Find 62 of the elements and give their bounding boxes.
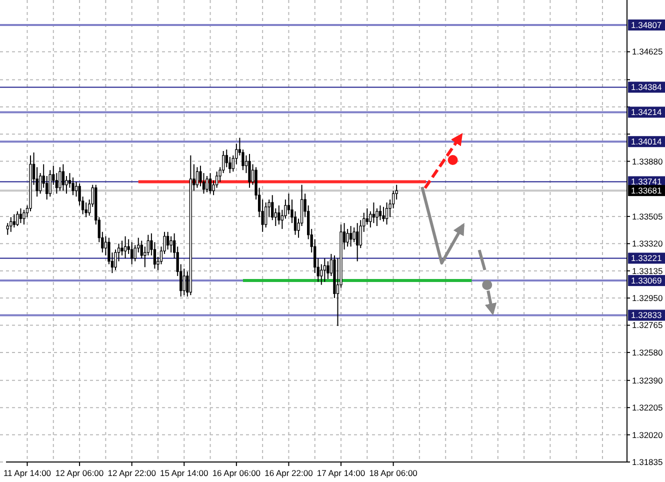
candlestick bbox=[48, 170, 52, 198]
candlestick bbox=[206, 176, 208, 193]
candlestick bbox=[124, 236, 127, 259]
ref-line-label: 1.34384 bbox=[631, 82, 662, 92]
y-tick-label: 1.33880 bbox=[632, 156, 663, 166]
candlestick bbox=[366, 208, 368, 226]
candlestick bbox=[352, 226, 356, 243]
candlestick bbox=[58, 166, 62, 192]
y-tick-label: 1.32390 bbox=[632, 375, 663, 386]
candlestick bbox=[382, 206, 385, 222]
candlestick bbox=[385, 202, 388, 226]
x-tick-label: 17 Apr 14:00 bbox=[316, 468, 366, 478]
x-tick-label: 12 Apr 22:00 bbox=[108, 468, 156, 478]
y-tick-label: 1.32580 bbox=[632, 347, 663, 358]
candlestick bbox=[22, 209, 26, 226]
y-tick-label: 1.33135 bbox=[632, 266, 663, 276]
candlestick bbox=[74, 181, 78, 198]
candlestick bbox=[323, 258, 326, 282]
x-tick-label: 15 Apr 14:00 bbox=[160, 468, 208, 478]
candlestick bbox=[182, 268, 186, 296]
candlestick bbox=[248, 153, 251, 188]
candlestick bbox=[170, 236, 172, 253]
x-tick-label: 11 Apr 14:00 bbox=[3, 468, 52, 478]
ref-line-label: 1.34014 bbox=[631, 136, 662, 147]
candlestick bbox=[130, 242, 134, 265]
ref-line-label: 1.33069 bbox=[631, 276, 662, 286]
candlestick bbox=[166, 231, 170, 250]
ref-line-label: 1.33741 bbox=[631, 176, 662, 187]
ref-line-label: 1.34214 bbox=[631, 107, 662, 118]
candlestick bbox=[378, 204, 382, 221]
candlestick bbox=[208, 172, 212, 194]
x-tick-label: 16 Apr 22:00 bbox=[264, 468, 314, 478]
y-tick-label: 1.34625 bbox=[632, 46, 663, 57]
candlestick bbox=[326, 260, 330, 280]
y-tick-label: 1.33320 bbox=[632, 238, 663, 249]
ref-line-label: 1.33221 bbox=[631, 253, 662, 264]
candlestick bbox=[372, 202, 376, 224]
y-tick-label: 1.33505 bbox=[632, 211, 663, 222]
ref-line-label: 1.33681 bbox=[631, 186, 662, 196]
y-tick-label: 1.31835 bbox=[632, 456, 663, 467]
y-tick-label: 1.32765 bbox=[632, 320, 663, 330]
candlestick bbox=[16, 210, 19, 226]
candlestick bbox=[278, 204, 280, 226]
x-tick-label: 12 Apr 06:00 bbox=[55, 468, 104, 478]
candlestick bbox=[120, 240, 124, 256]
candlestick bbox=[12, 214, 16, 228]
candlestick bbox=[19, 208, 22, 224]
y-tick-label: 1.32020 bbox=[632, 430, 663, 440]
ref-line-label: 1.34807 bbox=[631, 20, 662, 30]
candlestick bbox=[10, 216, 12, 232]
x-tick-label: 18 Apr 06:00 bbox=[369, 468, 418, 478]
candlestick bbox=[62, 164, 65, 192]
ref-line-label: 1.32833 bbox=[631, 310, 662, 320]
y-tick-label: 1.32205 bbox=[632, 402, 663, 413]
candlestick bbox=[346, 228, 349, 248]
candlestick bbox=[264, 202, 268, 228]
candlestick bbox=[349, 226, 352, 248]
y-tick-label: 1.32950 bbox=[632, 293, 663, 304]
candlestick bbox=[356, 222, 359, 262]
candlestick bbox=[72, 176, 74, 196]
x-tick-label: 16 Apr 06:00 bbox=[212, 468, 261, 478]
candlestick bbox=[196, 166, 199, 188]
